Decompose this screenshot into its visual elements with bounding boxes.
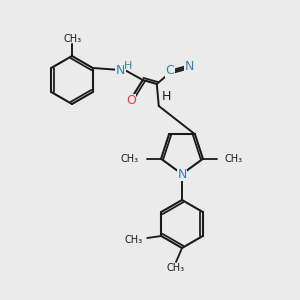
Text: O: O <box>126 94 136 107</box>
Text: N: N <box>185 59 194 73</box>
Text: N: N <box>177 167 187 181</box>
Text: H: H <box>124 61 132 71</box>
Text: H: H <box>162 89 172 103</box>
Text: CH₃: CH₃ <box>124 235 142 245</box>
Text: C: C <box>165 64 174 77</box>
Text: CH₃: CH₃ <box>167 263 185 273</box>
Text: CH₃: CH₃ <box>64 34 82 44</box>
Text: CH₃: CH₃ <box>225 154 243 164</box>
Text: N: N <box>116 64 125 76</box>
Text: CH₃: CH₃ <box>121 154 139 164</box>
